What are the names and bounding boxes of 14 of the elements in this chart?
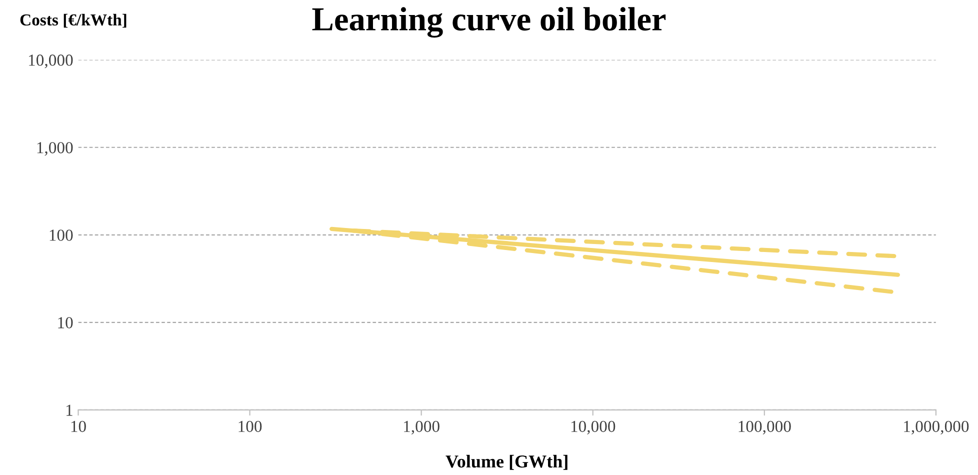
x-tick-label: 100 <box>238 420 262 432</box>
x-tick-label: 1,000,000 <box>904 420 969 434</box>
x-tick-label: 1,000 <box>404 420 440 434</box>
x-axis-title: Volume [GWth] <box>446 454 568 470</box>
x-tick-label: 10,000 <box>571 420 616 434</box>
x-tick-label: 100,000 <box>738 420 791 434</box>
y-tick-label: 100 <box>50 230 73 241</box>
x-tick-label: 10 <box>71 420 86 432</box>
chart-title: Learning curve oil boiler <box>312 7 666 38</box>
y-tick-label: 1 <box>66 404 72 416</box>
y-axis-title: Costs [€/kWth] <box>20 14 126 28</box>
y-tick-label: 10 <box>58 317 73 328</box>
y-tick-label: 1,000 <box>37 142 73 156</box>
y-tick-label: 10,000 <box>29 54 73 68</box>
